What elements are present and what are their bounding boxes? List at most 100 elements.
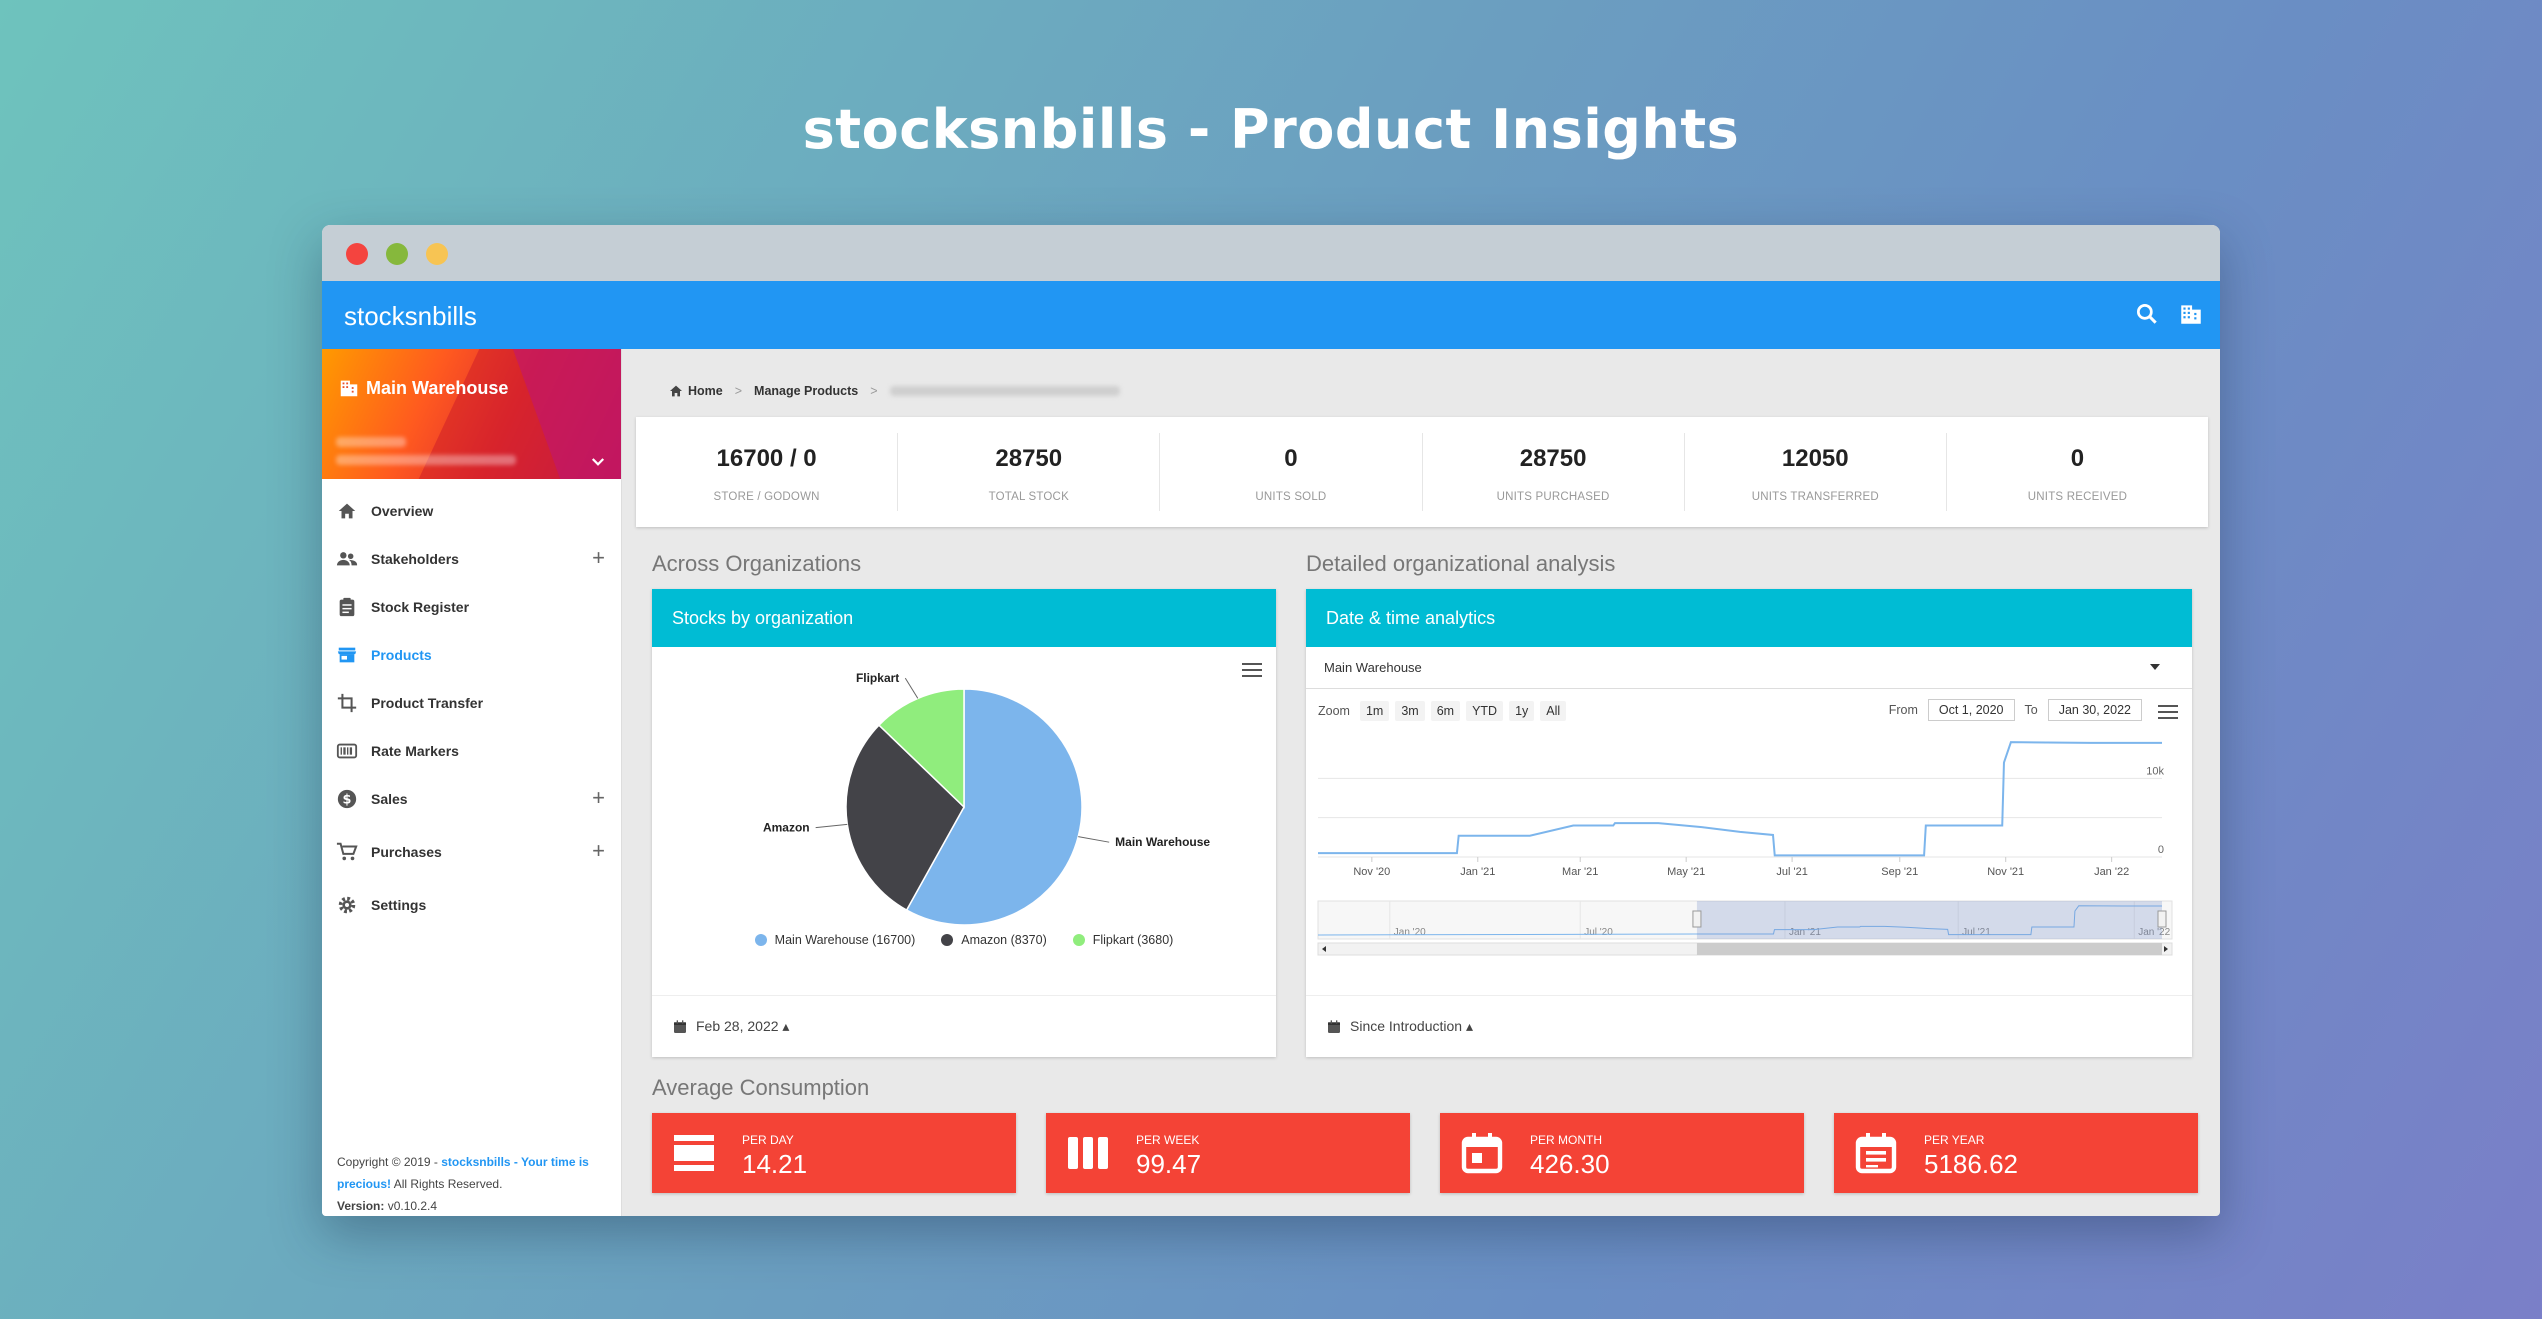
pie-chart-card: Stocks by organization Main Warehouse Ama… (652, 589, 1276, 1057)
store-icon (337, 647, 357, 663)
office-building-icon[interactable] (2178, 301, 2204, 327)
breadcrumb-home[interactable]: Home (688, 384, 723, 398)
avg-per-month-value: 426.30 (1530, 1149, 1610, 1179)
legend-item-amazon[interactable]: Amazon (8370) (941, 933, 1047, 947)
calendar-month-icon (1461, 1133, 1503, 1174)
to-date-input[interactable]: Jan 30, 2022 (2047, 699, 2142, 721)
zoom-3m-button[interactable]: 3m (1395, 701, 1425, 721)
zoom-all-button[interactable]: All (1540, 701, 1567, 721)
zoom-1m-button[interactable]: 1m (1359, 701, 1390, 721)
analytics-range-filter[interactable]: Since Introduction ▴ (1350, 1018, 1473, 1034)
line-chart: 0 10k Nov '20 Jan '21 Mar '21 May '21 Jul '21 S… (1317, 741, 2173, 956)
sidebar-item-stock-register[interactable]: Stock Register (322, 583, 621, 631)
pie-label-amazon: Amazon (763, 821, 810, 835)
zoom-1y-button[interactable]: 1y (1509, 701, 1535, 721)
zoom-controls: Zoom 1m 3m 6m YTD 1y All (1318, 701, 1567, 721)
expand-purchases-icon[interactable]: + (592, 838, 605, 863)
expand-sales-icon[interactable]: + (592, 785, 605, 810)
scrollbar-thumb[interactable] (1696, 943, 2162, 955)
stat-store-godown: 16700 / 0 STORE / GODOWN (636, 433, 899, 511)
pie-label-flipkart: Flipkart (856, 671, 899, 685)
chart-menu-icon[interactable] (1242, 663, 1262, 681)
pie-date-filter[interactable]: Feb 28, 2022 ▴ (696, 1018, 790, 1034)
navigator-tick-label: Jul '21 (1962, 927, 1991, 938)
date-range: From Oct 1, 2020 To Jan 30, 2022 (1889, 699, 2142, 721)
legend-item-flipkart[interactable]: Flipkart (3680) (1072, 933, 1173, 947)
sidebar-item-overview[interactable]: Overview (322, 487, 621, 535)
expand-stakeholders-icon[interactable]: + (592, 545, 605, 570)
search-icon[interactable] (2134, 301, 2160, 327)
app-brand[interactable]: stocksnbills (344, 301, 477, 331)
pie-card-footer[interactable]: Feb 28, 2022 ▴ (652, 995, 1276, 1057)
sidebar-nav: Overview Stakeholders + Stock Register P… (322, 487, 621, 929)
warehouse-dropdown[interactable]: Main Warehouse (1306, 647, 2192, 689)
pie-legend: Main Warehouse (16700) Amazon (8370) Fli… (652, 933, 1276, 947)
scroll-right-arrow-icon[interactable] (2164, 946, 2168, 952)
pie-connector-amazon (815, 823, 848, 829)
avg-per-day-card: PER DAY 14.21 (652, 1113, 1016, 1193)
sidebar-item-sales[interactable]: $ Sales + (322, 775, 621, 823)
navigator-handle-left[interactable] (1692, 910, 1702, 928)
zoom-ytd-button[interactable]: YTD (1466, 701, 1504, 721)
user-email-redacted (336, 455, 516, 465)
navigator-tick-label: Jan '22 (2138, 927, 2170, 938)
sidebar-item-products[interactable]: Products (322, 631, 621, 679)
navigator-selection[interactable] (1696, 901, 2162, 939)
sidebar-header[interactable]: Main Warehouse (322, 349, 621, 479)
cart-icon (336, 842, 358, 861)
navigator-line (1317, 905, 2162, 936)
sidebar-item-settings[interactable]: Settings (322, 881, 621, 929)
from-date-input[interactable]: Oct 1, 2020 (1927, 699, 2015, 721)
avg-per-week-value: 99.47 (1136, 1149, 1202, 1179)
x-tick-label: Jul '21 (1776, 866, 1807, 878)
chart-menu-icon[interactable] (2158, 705, 2178, 723)
calendar-icon (1328, 1019, 1340, 1033)
scroll-left-arrow-icon[interactable] (1322, 946, 1326, 952)
maximize-window-button[interactable] (426, 243, 448, 265)
sidebar-item-stakeholders[interactable]: Stakeholders + (322, 535, 621, 583)
analytics-card-footer[interactable]: Since Introduction ▴ (1306, 995, 2192, 1057)
stat-units-purchased: 28750 UNITS PURCHASED (1423, 433, 1685, 511)
home-icon (670, 385, 682, 397)
sidebar-item-purchases[interactable]: Purchases + (322, 823, 621, 881)
sidebar: Main Warehouse Overview Stakeholders + S… (322, 349, 622, 1216)
chevron-down-icon[interactable] (589, 453, 607, 471)
clipboard-icon (339, 597, 355, 617)
minimize-window-button[interactable] (386, 243, 408, 265)
navigator-handle-right[interactable] (2157, 910, 2167, 928)
analytics-card-title: Date & time analytics (1306, 589, 2192, 647)
warehouse-selector[interactable]: Main Warehouse (338, 377, 508, 399)
analytics-card: Date & time analytics Main Warehouse Zoo… (1306, 589, 2192, 1057)
window-titlebar (322, 225, 2220, 281)
close-window-button[interactable] (346, 243, 368, 265)
pie-slice-amazon[interactable] (845, 724, 965, 912)
legend-item-main-warehouse[interactable]: Main Warehouse (16700) (754, 933, 915, 947)
pie-chart: Main Warehouse Amazon Flipkart (763, 671, 1210, 926)
y-tick-label: 0 (2158, 844, 2164, 856)
stat-total-stock: 28750 TOTAL STOCK (898, 433, 1161, 511)
x-tick-label: Sep '21 (1881, 866, 1918, 878)
dollar-icon: $ (337, 789, 357, 809)
brand-link[interactable]: stocksnbills - Your time is precious! (337, 1155, 589, 1191)
crop-icon (337, 693, 357, 713)
stat-units-received: 0 UNITS RECEIVED (2027, 445, 2128, 503)
navigator-background (1317, 900, 2173, 940)
x-tick-label: Jan '21 (1460, 866, 1495, 878)
section-title-across: Across Organizations (652, 551, 862, 576)
pie-slice-flipkart[interactable] (877, 688, 965, 809)
section-title-average: Average Consumption (652, 1075, 870, 1100)
series-line[interactable] (1318, 741, 2162, 857)
navigator-tick-label: Jan '20 (1394, 927, 1426, 938)
avg-per-year-value: 5186.62 (1924, 1149, 2018, 1179)
pie-label-main-warehouse: Main Warehouse (1115, 835, 1210, 849)
app-bar: stocksnbills (322, 281, 2220, 349)
office-building-icon (340, 380, 358, 397)
avg-per-day-value: 14.21 (742, 1149, 808, 1179)
gear-icon (338, 896, 356, 914)
breadcrumb-manage-products[interactable]: Manage Products (754, 384, 859, 398)
sidebar-item-product-transfer[interactable]: Product Transfer (322, 679, 621, 727)
browser-window: stocksnbills Main Warehouse Overview Sta… (322, 225, 2220, 1216)
zoom-6m-button[interactable]: 6m (1430, 701, 1461, 721)
x-tick-label: Nov '20 (1353, 866, 1390, 878)
sidebar-item-rate-markers[interactable]: Rate Markers (322, 727, 621, 775)
